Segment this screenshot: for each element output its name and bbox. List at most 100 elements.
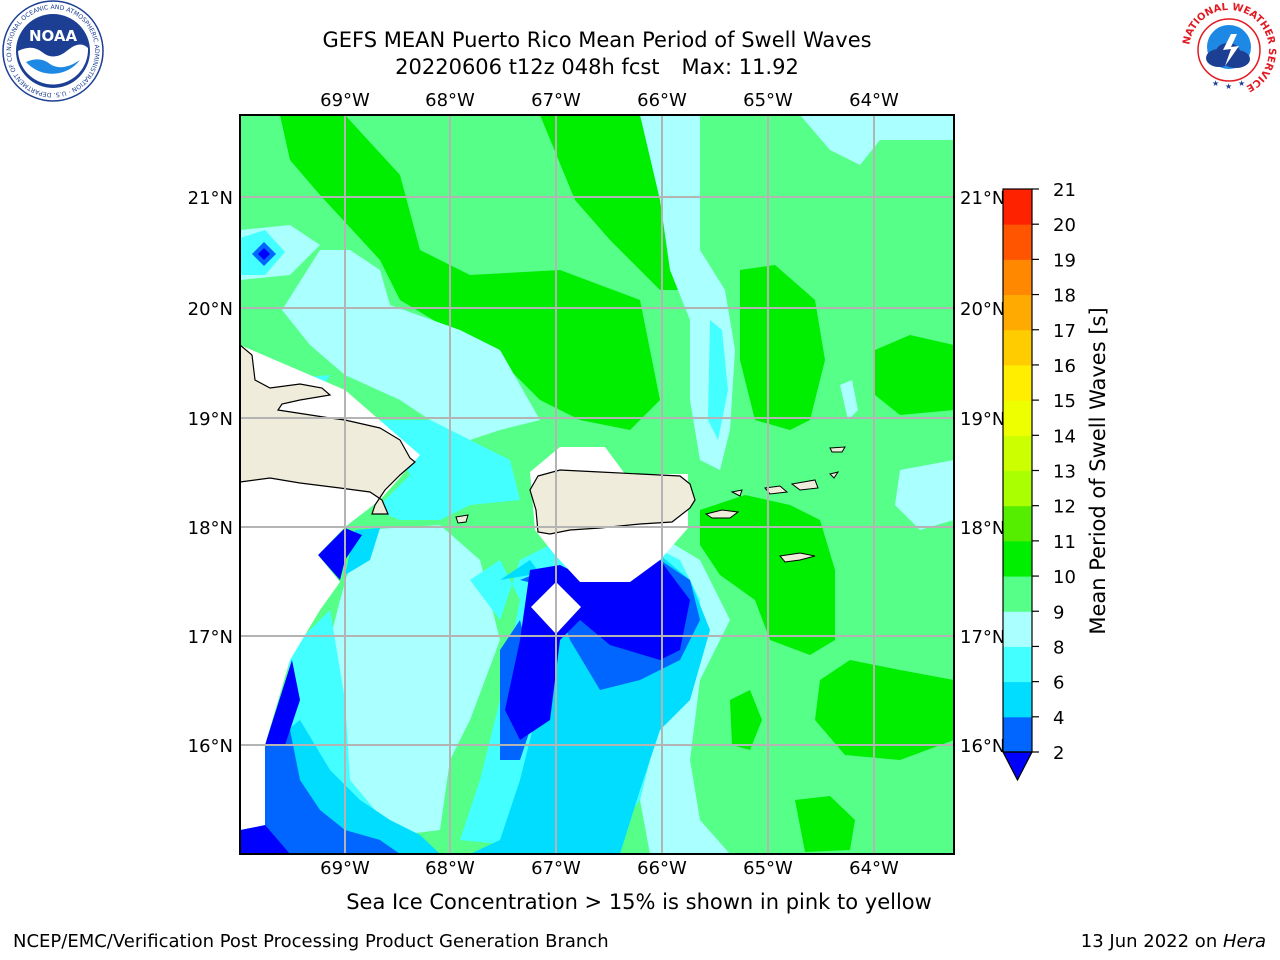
colorbar-tick-label: 10 xyxy=(1053,567,1076,588)
lat-labels-left: 21°N 20°N 19°N 18°N 17°N 16°N xyxy=(188,188,233,757)
forecast-date: 20220606 t12z 048h fcst xyxy=(395,55,660,79)
period-field-6-8-channel xyxy=(708,320,728,440)
colorbar-segment xyxy=(1003,646,1032,683)
figure-title: GEFS MEAN Puerto Rico Mean Period of Swe… xyxy=(322,28,872,52)
lat-label-left: 17°N xyxy=(188,627,233,648)
period-field-8-9-south xyxy=(320,525,500,835)
lat-label-right: 17°N xyxy=(960,627,1005,648)
colorbar-segment xyxy=(1003,611,1032,647)
svg-text:★: ★ xyxy=(1238,79,1245,88)
lat-labels-right: 21°N 20°N 19°N 18°N 17°N 16°N xyxy=(960,188,1005,757)
sea-ice-caption: Sea Ice Concentration > 15% is shown in … xyxy=(346,890,932,914)
colorbar-segment xyxy=(1003,329,1032,366)
colorbar-segment xyxy=(1003,716,1032,753)
lon-label-top: 64°W xyxy=(849,90,899,111)
masked-area-southwest xyxy=(240,527,345,830)
colorbar-tick-label: 12 xyxy=(1053,497,1076,518)
colorbar-segment xyxy=(1003,505,1032,542)
period-field-10-11-spot xyxy=(730,690,762,750)
lon-label-bottom: 69°W xyxy=(320,858,370,879)
lat-label-right: 20°N xyxy=(960,299,1005,320)
colorbar-segment xyxy=(1003,681,1032,718)
map-frame xyxy=(239,114,955,855)
footer-credit: NCEP/EMC/Verification Post Processing Pr… xyxy=(13,931,609,952)
lat-label-right: 21°N xyxy=(960,188,1005,209)
colorbar-segment xyxy=(1003,470,1032,507)
colorbar-tick-label: 11 xyxy=(1053,532,1076,553)
nws-logo: NATIONAL WEATHER SERVICE ★ ★ ★ xyxy=(1180,1,1278,99)
land-vieques xyxy=(704,509,740,519)
colorbar-extend-arrow xyxy=(1002,751,1033,782)
footer-date-text: 13 Jun 2022 on xyxy=(1080,931,1223,952)
colorbar-segment xyxy=(1003,224,1032,260)
period-field-8-9-small xyxy=(840,380,858,420)
lon-label-top: 67°W xyxy=(531,90,581,111)
colorbar-segment xyxy=(1003,540,1032,577)
lat-label-left: 19°N xyxy=(188,409,233,430)
noaa-logo: NATIONAL OCEANIC AND ATMOSPHERIC ADMINIS… xyxy=(2,0,104,102)
colorbar-tick-label: 15 xyxy=(1053,391,1076,412)
colorbar-segment xyxy=(1003,189,1032,225)
lon-label-bottom: 65°W xyxy=(743,858,793,879)
land-hispaniola xyxy=(240,344,416,515)
colorbar-segment xyxy=(1003,259,1032,296)
colorbar-tick-label: 16 xyxy=(1053,356,1076,377)
lon-label-top: 66°W xyxy=(637,90,687,111)
period-field-8-9-ne xyxy=(800,115,954,165)
lat-label-right: 18°N xyxy=(960,518,1005,539)
colorbar-tick-label: 14 xyxy=(1053,426,1076,447)
colorbar-tick-label: 6 xyxy=(1053,673,1064,694)
period-field-8-9-east xyxy=(895,460,954,530)
land-puerto-rico xyxy=(529,469,696,535)
colorbar-label: Mean Period of Swell Waves [s] xyxy=(1086,307,1110,634)
lon-label-bottom: 68°W xyxy=(425,858,475,879)
colorbar-tick-label: 19 xyxy=(1053,250,1076,271)
colorbar-tick-label: 18 xyxy=(1053,286,1076,307)
lat-label-left: 18°N xyxy=(188,518,233,539)
colorbar-segment xyxy=(1003,400,1032,436)
colorbar-segment xyxy=(1003,435,1032,471)
lon-label-bottom: 67°W xyxy=(531,858,581,879)
max-value: Max: 11.92 xyxy=(681,55,799,79)
colorbar-tick-label: 20 xyxy=(1053,215,1076,236)
lat-label-left: 20°N xyxy=(188,299,233,320)
colorbar-tick-label: 9 xyxy=(1053,602,1064,623)
colorbar-tick-label: 8 xyxy=(1053,637,1064,658)
period-field-below-2-west xyxy=(265,660,300,745)
period-field-10-11-north xyxy=(280,115,660,430)
colorbar-tick-label: 21 xyxy=(1053,180,1076,201)
period-field-6-8-mona xyxy=(375,420,520,520)
colorbar-tick-label: 13 xyxy=(1053,462,1076,483)
period-field-10-11-east xyxy=(875,335,954,415)
lat-label-right: 16°N xyxy=(960,736,1005,757)
period-field-8-9-west xyxy=(282,250,540,440)
lon-label-bottom: 64°W xyxy=(849,858,899,879)
colorbar-segment xyxy=(1003,294,1032,331)
lat-label-right: 19°N xyxy=(960,409,1005,430)
lon-labels-bottom: 69°W 68°W 67°W 66°W 65°W 64°W xyxy=(320,858,899,879)
period-field-10-11-ne xyxy=(540,115,700,290)
lon-labels-top: 69°W 68°W 67°W 66°W 65°W 64°W xyxy=(320,90,899,111)
colorbar-segment xyxy=(1003,364,1032,401)
colorbar: 2 4 6 8 9 10 11 12 13 14 15 16 17 18 19 20 21 xyxy=(1002,180,1076,782)
gridlines xyxy=(240,115,954,854)
svg-text:★: ★ xyxy=(1225,82,1232,91)
colorbar-tick-label: 17 xyxy=(1053,321,1076,342)
noaa-wordmark: NOAA xyxy=(29,27,78,45)
colorbar-tick-label: 2 xyxy=(1053,743,1064,764)
period-field-2-4-sw xyxy=(260,730,400,854)
land-culebra xyxy=(730,489,743,497)
period-field-below-2-sw xyxy=(240,825,290,854)
footer-date: 13 Jun 2022 on Hera xyxy=(1081,931,1266,952)
lon-label-bottom: 66°W xyxy=(637,858,687,879)
lat-label-left: 16°N xyxy=(188,736,233,757)
land-tortola xyxy=(790,479,819,491)
land-anegada xyxy=(829,446,846,453)
land-virgin-gorda xyxy=(829,471,840,479)
colorbar-segment xyxy=(1003,576,1032,612)
period-field-below-2-nw xyxy=(258,248,270,260)
period-field-10-11-south xyxy=(795,796,855,852)
land-mona-island xyxy=(455,514,469,524)
period-field-10-11-far-southeast xyxy=(815,660,954,760)
